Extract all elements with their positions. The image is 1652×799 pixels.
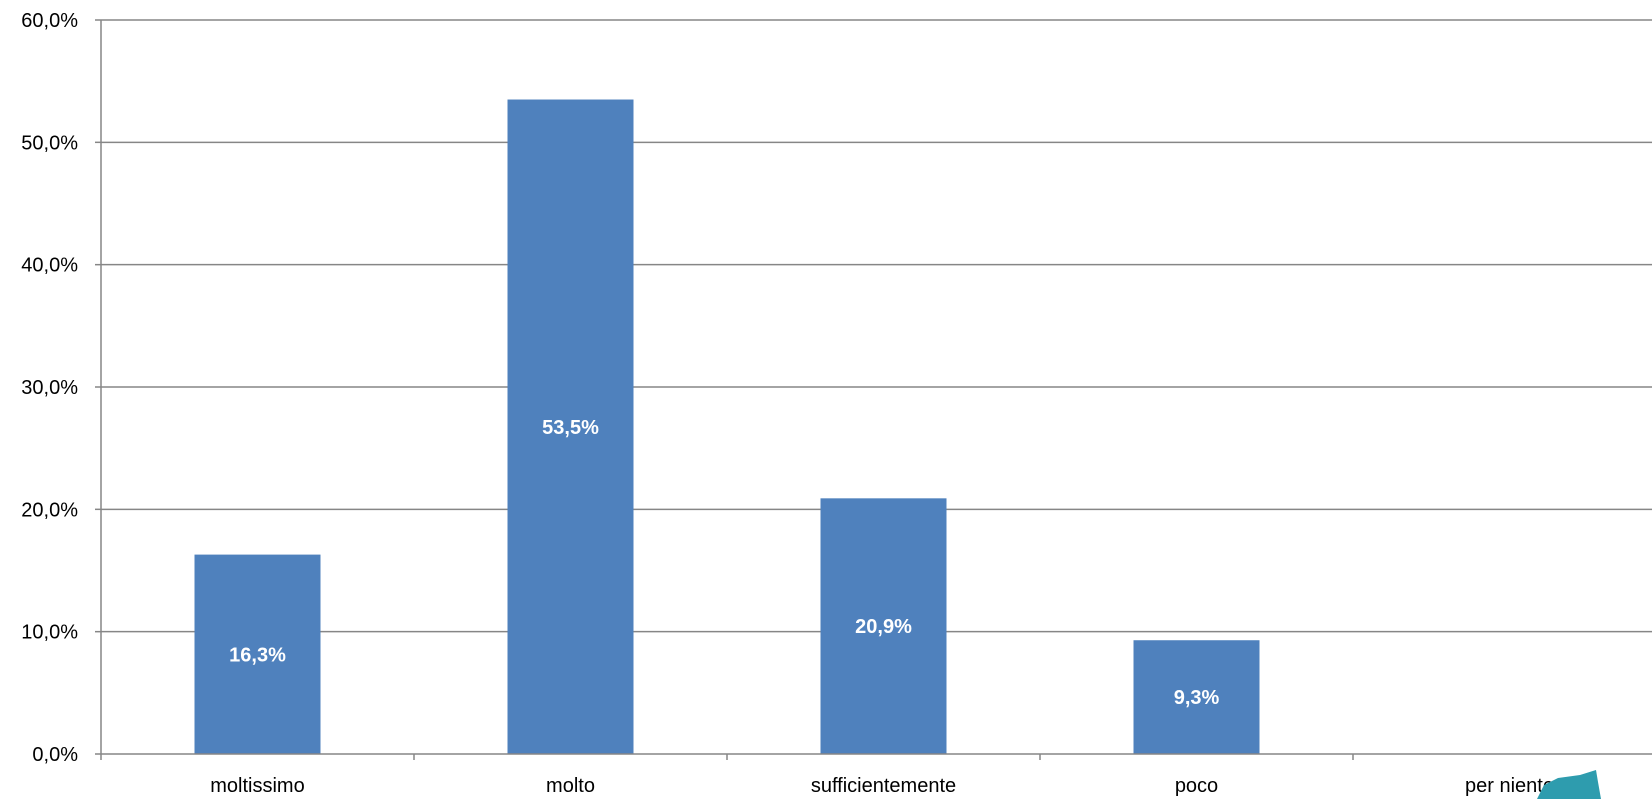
y-tick-label: 50,0% [21, 132, 78, 154]
corner-decoration-shape [1537, 770, 1601, 799]
bar [194, 554, 321, 754]
labels: 0,0% 10,0% 20,0% 30,0% 40,0% 50,0% 60,0% 16,3% m… [21, 10, 1554, 797]
data-label: 20,9% [855, 616, 912, 638]
data-label: 53,5% [542, 417, 599, 439]
y-tick-label: 0,0% [32, 744, 78, 766]
x-category-label: moltissimo [210, 775, 304, 797]
y-tick-label: 10,0% [21, 622, 78, 644]
x-category-label: molto [546, 775, 595, 797]
data-label: 9,3% [1174, 687, 1220, 709]
y-tick-label: 20,0% [21, 499, 78, 521]
y-tick-label: 40,0% [21, 255, 78, 277]
axes [95, 19, 1652, 760]
y-tick-label: 30,0% [21, 377, 78, 399]
gridlines [101, 19, 1652, 633]
bar [507, 99, 634, 755]
x-category-label: poco [1175, 775, 1218, 797]
x-category-label: sufficientemente [811, 775, 956, 797]
bar [1133, 640, 1260, 754]
x-category-label: per niente [1465, 775, 1554, 797]
y-tick-label: 60,0% [21, 10, 78, 32]
bars [194, 99, 1260, 755]
bar [820, 498, 947, 754]
data-label: 16,3% [229, 644, 286, 666]
